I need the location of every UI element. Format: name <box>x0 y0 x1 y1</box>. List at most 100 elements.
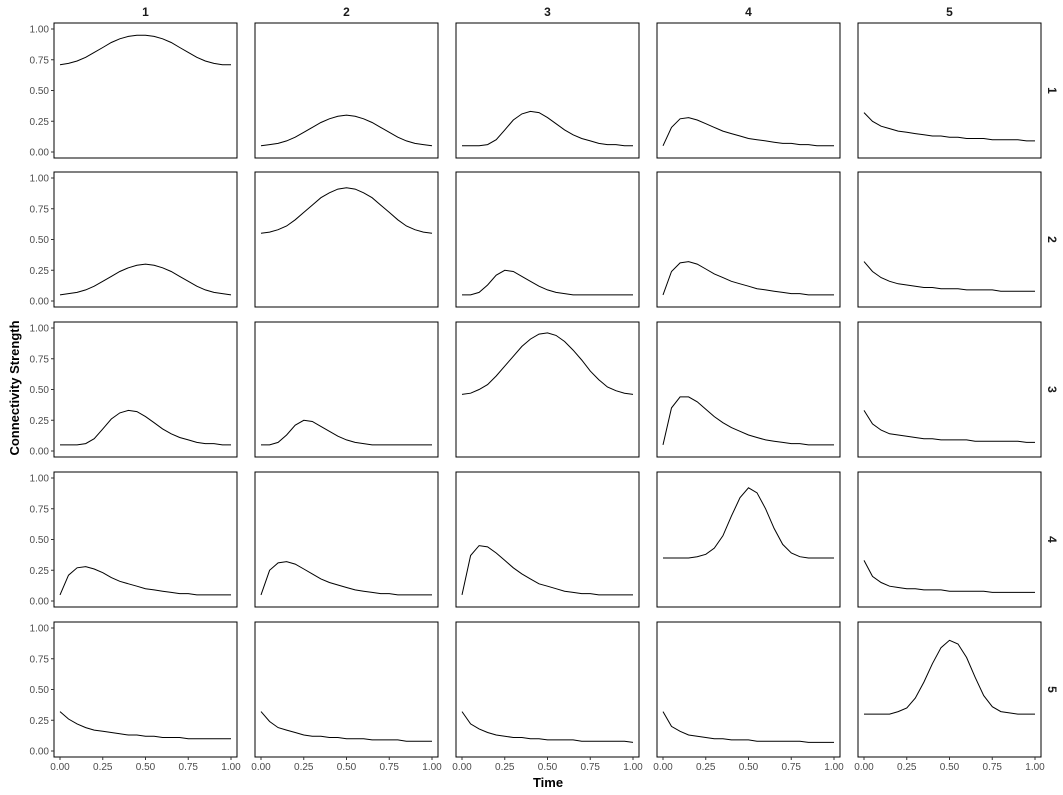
panel-border <box>254 621 439 758</box>
y-tick-label: 1.00 <box>30 324 50 335</box>
panel-r4-c2 <box>254 471 439 608</box>
series-line <box>260 187 433 234</box>
x-tick-label: 1.00 <box>221 762 241 773</box>
series-line <box>461 711 634 743</box>
panel-r5-c1: 0.00 0.25 0.50 0.75 1.00 0.00 0.25 0.50 0.75 1.00 <box>30 621 241 773</box>
y-tick-label: 1.00 <box>30 25 50 36</box>
panel-border <box>455 22 640 159</box>
series-line <box>863 560 1035 593</box>
x-tick-label: 1.00 <box>623 762 643 773</box>
x-tick-label: 1.00 <box>422 762 442 773</box>
x-tick-label: 0.00 <box>50 762 70 773</box>
panel-border <box>254 171 439 308</box>
panel-border <box>254 321 439 458</box>
y-tick-label: 0.00 <box>30 148 50 159</box>
x-tick-label: 0.00 <box>452 762 472 773</box>
panel-border <box>857 621 1042 758</box>
y-tick-label: 0.75 <box>30 654 50 665</box>
panel-r3-c1: 0.00 0.25 0.50 0.75 1.00 <box>30 321 238 458</box>
y-tick-label: 0.75 <box>30 354 50 365</box>
panel-border <box>455 171 640 308</box>
y-tick-label: 0.50 <box>30 235 50 246</box>
panel-r2-c3 <box>455 171 640 308</box>
y-tick-label: 0.25 <box>30 266 50 277</box>
series-line <box>863 112 1035 142</box>
y-tick-label: 0.50 <box>30 685 50 696</box>
series-line <box>662 711 834 743</box>
column-strip-label-2: 2 <box>343 5 350 19</box>
panel-border <box>857 471 1042 608</box>
panel-r4-c1: 0.00 0.25 0.50 0.75 1.00 <box>30 471 238 608</box>
series-line <box>260 561 432 596</box>
series-line <box>59 711 231 740</box>
x-tick-label: 0.50 <box>136 762 156 773</box>
column-strip-label-3: 3 <box>544 5 551 19</box>
series-line <box>863 410 1035 443</box>
panel-r2-c1: 0.00 0.25 0.50 0.75 1.00 <box>30 171 238 308</box>
series-line <box>261 419 432 446</box>
x-tick-label: 0.75 <box>983 762 1003 773</box>
panel-r1-c2 <box>254 22 439 159</box>
y-tick-label: 0.25 <box>30 416 50 427</box>
y-tick-label: 0.25 <box>30 117 50 128</box>
x-tick-label: 0.50 <box>538 762 558 773</box>
y-tick-label: 0.75 <box>30 204 50 215</box>
panel-border <box>455 321 640 458</box>
series-line <box>864 639 1035 715</box>
panel-border <box>455 471 640 608</box>
panel-border <box>455 621 640 758</box>
x-tick-label: 0.00 <box>854 762 874 773</box>
column-strip-label-5: 5 <box>946 5 953 19</box>
series-line <box>662 117 834 147</box>
panel-r3-c2 <box>254 321 439 458</box>
series-line <box>662 261 834 296</box>
y-axis-title: Connectivity Strength <box>7 320 22 455</box>
y-tick-label: 0.50 <box>30 385 50 396</box>
panel-r4-c5 <box>857 471 1042 608</box>
panel-border <box>53 321 238 458</box>
panel-border <box>254 471 439 608</box>
x-tick-label: 0.25 <box>897 762 917 773</box>
panel-r1-c3 <box>455 22 640 159</box>
series-line <box>260 711 432 742</box>
series-line <box>59 34 231 66</box>
y-tick-label: 0.50 <box>30 86 50 97</box>
x-tick-label: 0.00 <box>251 762 271 773</box>
column-strip-label-1: 1 <box>142 5 149 19</box>
panel-border <box>53 22 238 159</box>
series-line <box>863 261 1035 292</box>
row-strip-label-4: 4 <box>1045 536 1059 543</box>
series-line <box>60 409 231 446</box>
x-tick-label: 0.75 <box>782 762 802 773</box>
x-tick-label: 1.00 <box>1025 762 1045 773</box>
x-tick-label: 0.75 <box>380 762 400 773</box>
y-tick-label: 0.00 <box>30 447 50 458</box>
y-tick-label: 0.50 <box>30 535 50 546</box>
y-tick-label: 0.75 <box>30 55 50 66</box>
x-tick-label: 0.00 <box>653 762 673 773</box>
panel-grid: 1 2 3 4 5123450.000.250.500.751.000.000.250.… <box>30 5 1059 773</box>
panel-border <box>656 171 841 308</box>
panel-r3-c3 <box>455 321 640 458</box>
panel-border <box>53 471 238 608</box>
panel-border <box>857 22 1042 159</box>
panel-r2-c4 <box>656 171 841 308</box>
column-strip-label-4: 4 <box>745 5 752 19</box>
x-tick-label: 0.75 <box>581 762 601 773</box>
panel-r2-c2 <box>254 171 439 308</box>
row-strip-label-5: 5 <box>1045 686 1059 693</box>
panel-border <box>857 171 1042 308</box>
x-axis-title: Time <box>533 775 563 790</box>
series-line <box>662 396 834 446</box>
panel-border <box>857 321 1042 458</box>
panel-border <box>254 22 439 159</box>
y-tick-label: 0.00 <box>30 747 50 758</box>
y-tick-label: 1.00 <box>30 624 50 635</box>
x-tick-label: 0.25 <box>93 762 113 773</box>
panel-r1-c5 <box>857 22 1042 159</box>
row-strip-label-2: 2 <box>1045 236 1059 243</box>
y-tick-label: 0.25 <box>30 566 50 577</box>
x-tick-label: 0.50 <box>739 762 759 773</box>
series-line <box>462 110 633 147</box>
